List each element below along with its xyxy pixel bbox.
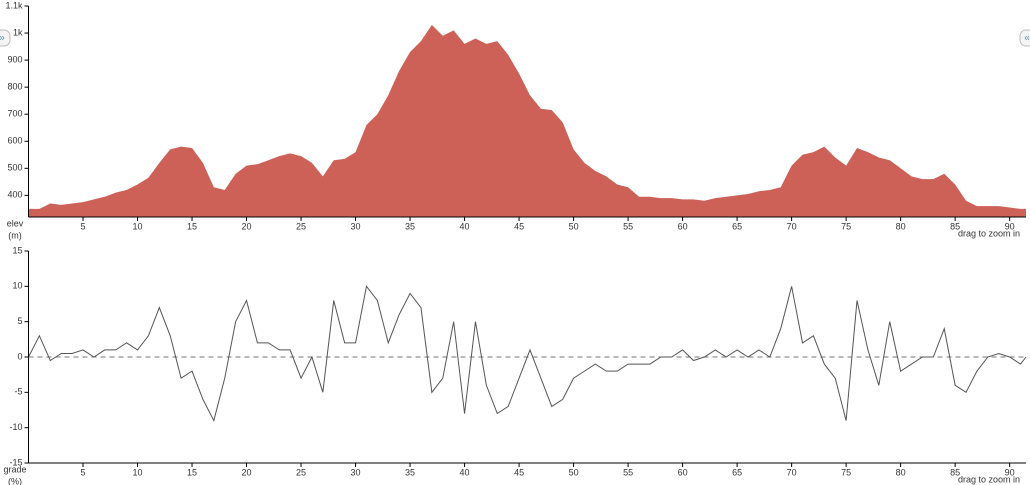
x-tick-label: 20: [242, 467, 252, 477]
x-tick-label: 25: [296, 221, 306, 231]
y-axis-label: grade: [3, 464, 26, 474]
x-tick-label: 70: [787, 467, 797, 477]
x-tick-label: 90: [1005, 221, 1015, 231]
y-tick-label: 600: [7, 136, 22, 146]
x-tick-label: 10: [133, 467, 143, 477]
elevation-area: [28, 24, 1026, 217]
svg-text:«: «: [1024, 33, 1030, 44]
x-tick-label: 40: [460, 221, 470, 231]
svg-text:»: »: [0, 33, 5, 44]
x-tick-label: 75: [841, 221, 851, 231]
x-tick-label: 25: [296, 467, 306, 477]
x-tick-label: 40: [460, 467, 470, 477]
x-tick-label: 75: [841, 467, 851, 477]
y-tick-label: 0: [17, 351, 22, 361]
y-tick-label: 1.1k: [5, 0, 23, 10]
x-tick-label: 90: [1005, 467, 1015, 477]
y-tick-label: 5: [17, 316, 22, 326]
x-tick-label: 70: [787, 221, 797, 231]
x-tick-label: 15: [187, 467, 197, 477]
x-tick-label: 50: [569, 221, 579, 231]
y-tick-label: 1k: [13, 27, 23, 37]
expand-right-button[interactable]: «: [1019, 29, 1030, 47]
x-tick-label: 5: [81, 467, 86, 477]
zoom-hint: drag to zoom in: [958, 228, 1020, 238]
y-tick-label: 700: [7, 109, 22, 119]
y-axis-label: elev: [7, 218, 24, 228]
y-tick-label: -10: [9, 422, 22, 432]
y-tick-label: 10: [12, 281, 22, 291]
x-tick-label: 65: [732, 467, 742, 477]
y-axis-unit: (%): [8, 476, 22, 485]
x-tick-label: 5: [81, 221, 86, 231]
x-tick-label: 80: [896, 467, 906, 477]
x-tick-label: 10: [133, 221, 143, 231]
y-tick-label: 500: [7, 163, 22, 173]
x-tick-label: 55: [623, 221, 633, 231]
y-tick-label: 900: [7, 54, 22, 64]
x-tick-label: 45: [514, 221, 524, 231]
grade-line: [28, 285, 1027, 422]
y-tick-label: -15: [9, 457, 22, 467]
x-tick-label: 30: [351, 221, 361, 231]
x-tick-label: 20: [242, 221, 252, 231]
x-tick-label: 35: [405, 467, 415, 477]
x-tick-label: 60: [678, 221, 688, 231]
x-tick-label: 85: [950, 467, 960, 477]
x-tick-label: 35: [405, 221, 415, 231]
x-tick-label: 80: [896, 221, 906, 231]
y-tick-label: -5: [14, 387, 22, 397]
y-tick-label: 15: [12, 245, 22, 255]
x-tick-label: 50: [569, 467, 579, 477]
x-tick-label: 55: [623, 467, 633, 477]
y-tick-label: 400: [7, 190, 22, 200]
x-tick-label: 30: [351, 467, 361, 477]
x-tick-label: 60: [678, 467, 688, 477]
zoom-hint: drag to zoom in: [958, 474, 1020, 484]
x-tick-label: 15: [187, 221, 197, 231]
y-tick-label: 800: [7, 82, 22, 92]
expand-left-button[interactable]: »: [0, 29, 11, 47]
x-tick-label: 45: [514, 467, 524, 477]
x-tick-label: 65: [732, 221, 742, 231]
x-tick-label: 85: [950, 221, 960, 231]
y-axis-unit: (m): [8, 230, 22, 240]
